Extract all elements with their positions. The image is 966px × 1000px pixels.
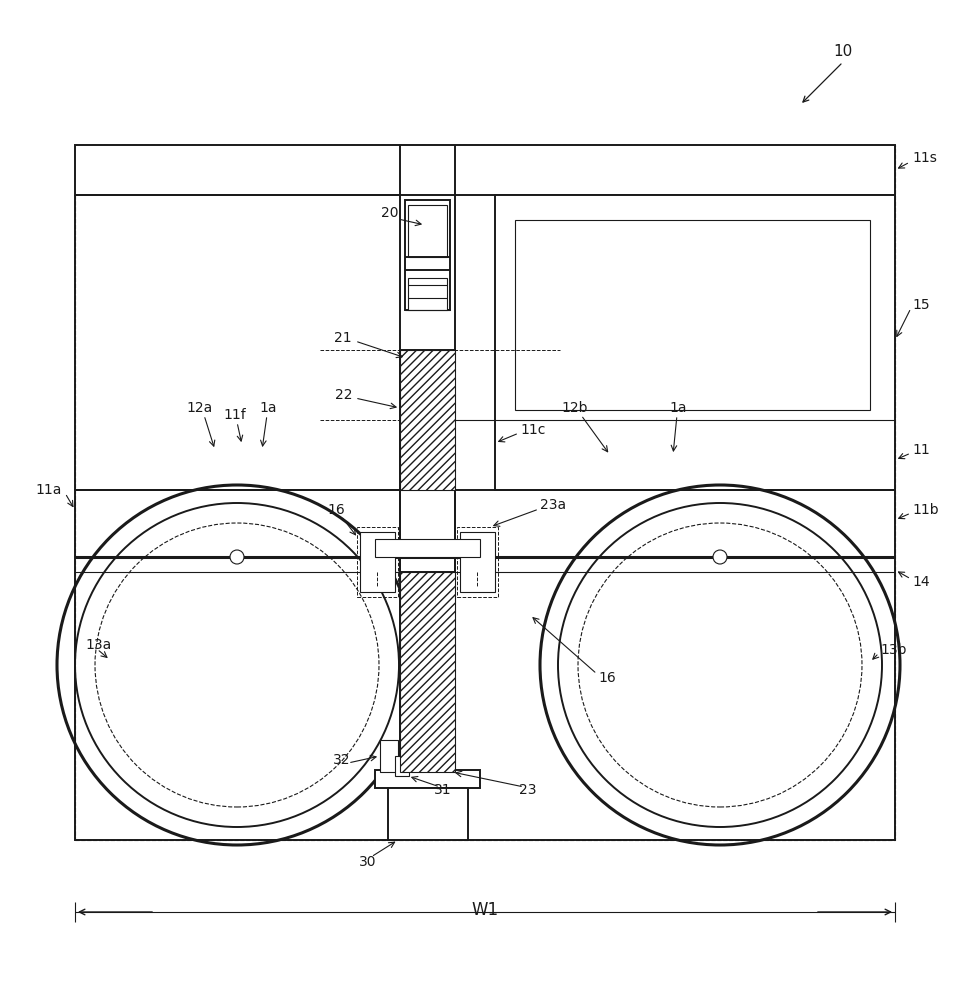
Bar: [408, 278, 447, 310]
Text: 30: 30: [359, 855, 377, 869]
Text: 11s: 11s: [912, 151, 937, 165]
Circle shape: [420, 423, 434, 437]
Text: 32: 32: [333, 753, 351, 767]
Bar: [357, 527, 398, 597]
Bar: [400, 350, 455, 490]
Bar: [75, 145, 895, 840]
Text: 11: 11: [912, 443, 929, 457]
Text: 16: 16: [327, 503, 345, 517]
Text: 11b: 11b: [912, 503, 939, 517]
Bar: [395, 756, 409, 776]
Bar: [400, 350, 455, 490]
Text: 15: 15: [912, 298, 929, 312]
Text: 13b: 13b: [880, 643, 906, 657]
Bar: [380, 740, 398, 772]
Bar: [457, 527, 498, 597]
Text: 21: 21: [334, 331, 352, 345]
Bar: [360, 532, 395, 592]
Text: 23: 23: [520, 783, 537, 797]
Bar: [460, 532, 495, 592]
Text: 1a: 1a: [669, 401, 687, 415]
Circle shape: [713, 550, 727, 564]
Text: 1a: 1a: [259, 401, 276, 415]
Text: 13a: 13a: [85, 638, 111, 652]
Text: 11a: 11a: [36, 483, 62, 497]
Bar: [515, 220, 870, 410]
Text: 10: 10: [834, 44, 853, 60]
Bar: [405, 200, 450, 310]
Text: 12b: 12b: [562, 401, 588, 415]
Bar: [75, 490, 400, 840]
Bar: [495, 195, 895, 490]
Text: 14: 14: [912, 575, 929, 589]
Text: 23a: 23a: [540, 498, 566, 512]
Text: W1: W1: [471, 901, 498, 919]
Text: 11f: 11f: [223, 408, 246, 422]
Circle shape: [230, 550, 244, 564]
Bar: [388, 788, 468, 840]
Bar: [455, 490, 895, 840]
Bar: [400, 572, 455, 772]
Text: 22: 22: [334, 388, 352, 402]
Text: 16: 16: [598, 671, 615, 685]
Text: 31: 31: [434, 783, 452, 797]
Bar: [375, 770, 480, 788]
Text: 12a: 12a: [186, 401, 213, 415]
Text: 20: 20: [382, 206, 399, 220]
Bar: [400, 572, 455, 772]
Bar: [408, 205, 447, 257]
Text: 11c: 11c: [520, 423, 546, 437]
Bar: [375, 539, 480, 557]
Bar: [75, 145, 895, 195]
